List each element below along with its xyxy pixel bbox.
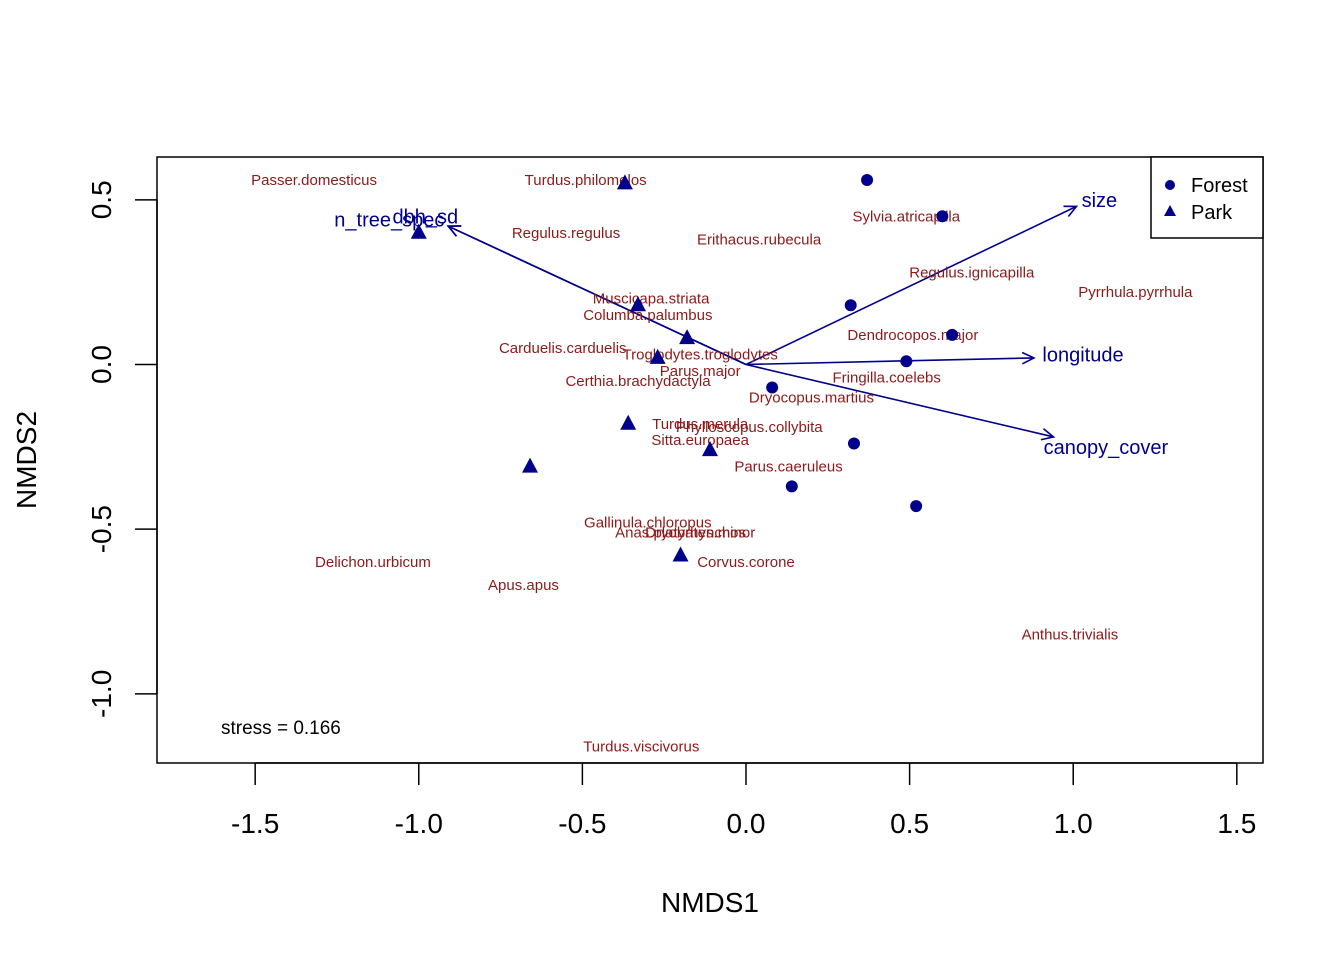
species-label: Turdus.philomelos bbox=[525, 172, 647, 189]
species-label: Corvus.corone bbox=[697, 554, 795, 571]
legend-box bbox=[1150, 156, 1264, 239]
forest-site-point bbox=[946, 328, 959, 341]
vector-arrowhead bbox=[1040, 428, 1056, 441]
species-label: Sitta.europaea bbox=[651, 432, 749, 449]
species-label: Passer.domesticus bbox=[251, 172, 377, 189]
species-label: Pyrrhula.pyrrhula bbox=[1078, 284, 1193, 301]
x-axis: -1.5 -1.0 -0.5 0.0 0.5 1.0 1.5 bbox=[231, 762, 1256, 839]
x-tick-label: 1.5 bbox=[1217, 808, 1256, 839]
park-site-point bbox=[522, 457, 539, 473]
forest-site-point bbox=[900, 355, 913, 368]
x-tick-label: 0.5 bbox=[890, 808, 929, 839]
x-tick-label: -1.0 bbox=[395, 808, 443, 839]
species-label: Erithacus.rubecula bbox=[697, 231, 822, 248]
vector-label: size bbox=[1082, 190, 1118, 212]
forest-site-point bbox=[844, 299, 857, 312]
park-site-point bbox=[649, 348, 666, 364]
park-site-point bbox=[616, 174, 633, 190]
y-tick-label: 0.0 bbox=[86, 345, 117, 384]
species-label: Anthus.trivialis bbox=[1022, 627, 1119, 644]
x-tick-label: -1.5 bbox=[231, 808, 279, 839]
park-site-point bbox=[410, 223, 427, 239]
forest-site-point bbox=[785, 480, 798, 493]
legend-park-marker bbox=[1164, 205, 1176, 216]
species-label: Certhia.brachydactyla bbox=[565, 373, 711, 390]
forest-site-point bbox=[847, 437, 860, 450]
vector-label: canopy_cover bbox=[1044, 437, 1169, 459]
forest-site-point bbox=[861, 174, 874, 187]
y-axis: -1.0 -0.5 0.0 0.5 bbox=[86, 180, 158, 718]
vector-label: dbh_sd bbox=[393, 206, 459, 228]
species-label: Dendrocopos.major bbox=[847, 327, 978, 344]
y-tick-label: -1.0 bbox=[86, 670, 117, 718]
species-label: Carduelis.carduelis bbox=[499, 340, 627, 357]
park-site-point bbox=[702, 441, 718, 457]
park-site-point bbox=[630, 296, 647, 312]
species-label: Turdus.viscivorus bbox=[583, 739, 699, 756]
species-label: Regulus.regulus bbox=[512, 225, 620, 242]
x-tick-label: 0.0 bbox=[727, 808, 766, 839]
site-points bbox=[410, 174, 959, 562]
vector-arrow bbox=[745, 205, 1077, 366]
park-site-point bbox=[672, 546, 689, 562]
species-label: Phylloscopus.collybita bbox=[676, 419, 823, 436]
legend-forest-marker bbox=[1165, 180, 1175, 190]
x-axis-title: NMDS1 bbox=[661, 887, 759, 918]
x-tick-label: -0.5 bbox=[558, 808, 606, 839]
x-tick-label: 1.0 bbox=[1054, 808, 1093, 839]
park-site-point bbox=[620, 414, 637, 430]
species-label: Parus.caeruleus bbox=[734, 459, 842, 476]
y-axis-title: NMDS2 bbox=[11, 411, 42, 509]
legend-park-label: Park bbox=[1191, 202, 1233, 224]
vector-arrowhead bbox=[1063, 205, 1079, 218]
species-label: Delichon.urbicum bbox=[315, 554, 431, 571]
species-label: Anas.platyrhynchos bbox=[615, 524, 746, 541]
park-site-point bbox=[679, 329, 696, 345]
vector-arrowhead bbox=[1021, 351, 1036, 365]
vector-arrow bbox=[745, 357, 1034, 366]
forest-site-point bbox=[936, 210, 949, 223]
legend: Forest Park bbox=[1150, 156, 1264, 239]
forest-site-point bbox=[910, 500, 923, 513]
species-label: Troglodytes.troglodytes bbox=[623, 347, 778, 364]
species-label: Turdus.merula bbox=[652, 416, 749, 433]
species-label: Dryobates.minor bbox=[645, 524, 755, 541]
vector-label: longitude bbox=[1042, 345, 1123, 367]
vector-arrow bbox=[447, 225, 747, 366]
species-label: Fringilla.coelebs bbox=[833, 370, 941, 387]
species-label: Regulus.ignicapilla bbox=[909, 264, 1035, 281]
y-tick-label: -0.5 bbox=[86, 505, 117, 553]
species-label: Parus.major bbox=[660, 363, 741, 380]
vector-arrowhead bbox=[446, 225, 462, 237]
y-tick-label: 0.5 bbox=[86, 180, 117, 219]
legend-forest-label: Forest bbox=[1191, 175, 1248, 197]
species-label: Apus.apus bbox=[488, 577, 559, 594]
vector-label: n_tree_spec bbox=[334, 210, 444, 232]
forest-site-point bbox=[766, 381, 779, 394]
species-label: Sylvia.atricapilla bbox=[853, 208, 961, 225]
species-label: Dryocopus.martius bbox=[749, 389, 874, 406]
species-labels: Passer.domesticus Turdus.philomelos Sylvia… bbox=[251, 172, 1193, 755]
species-label: Columba.palumbus bbox=[583, 307, 712, 324]
stress-annotation: stress = 0.166 bbox=[221, 718, 341, 739]
vector-arrow bbox=[745, 363, 1054, 438]
species-label: Gallinula.chloropus bbox=[584, 515, 712, 532]
species-label: Muscicapa.striata bbox=[593, 291, 710, 308]
